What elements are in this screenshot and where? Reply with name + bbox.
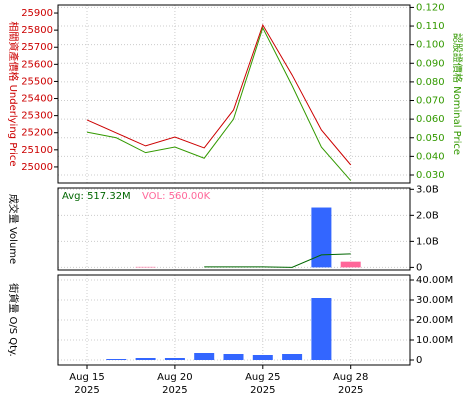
- x-tick-year: 2025: [250, 385, 275, 396]
- bar: [311, 207, 332, 268]
- x-tick-label: Aug 28: [333, 372, 368, 383]
- plot-frame: [57, 274, 411, 366]
- y-tick-label: 25000: [21, 162, 53, 173]
- y-tick-label: 0.070: [416, 96, 445, 107]
- y-tick-label: 25100: [21, 145, 53, 156]
- legend-avg: Avg: 517.32M: [62, 191, 131, 202]
- y-tick-label: 0.080: [416, 77, 445, 88]
- line: [86, 23, 352, 166]
- y-tick-label: 0: [416, 262, 422, 273]
- bar: [135, 358, 156, 360]
- x-tick-year: 2025: [338, 385, 363, 396]
- y-tick-label: 10.00M: [416, 335, 453, 346]
- bar: [106, 359, 127, 360]
- y-tick-label: 0: [416, 355, 422, 366]
- y-axis-label: 成交量 Volume: [7, 194, 20, 264]
- y-tick-label: 3.0B: [416, 184, 439, 195]
- y-tick-label: 25200: [21, 128, 53, 139]
- y-tick-label: 20.00M: [416, 315, 453, 326]
- y-tick-label: 0.120: [416, 2, 445, 13]
- x-tick-year: 2025: [162, 385, 187, 396]
- y-axis-label: 街貨量 O/S Qty.: [7, 283, 20, 356]
- y-tick-label: 25900: [21, 8, 53, 19]
- x-tick-label: Aug 25: [245, 372, 280, 383]
- bar: [311, 298, 332, 360]
- y-axis-label: 相關資產價格 Underlying Price: [7, 21, 20, 166]
- bar: [135, 266, 156, 268]
- bar: [164, 358, 185, 360]
- y-tick-label: 0.100: [416, 40, 445, 51]
- plot-frame: [57, 4, 411, 184]
- y-tick-label: 0.060: [416, 114, 445, 125]
- line: [204, 253, 351, 268]
- y-tick-label: 0.050: [416, 133, 445, 144]
- x-tick-label: Aug 20: [157, 372, 192, 383]
- y-tick-label: 0.030: [416, 170, 445, 181]
- plot-frame: [57, 187, 411, 271]
- bar: [223, 354, 244, 360]
- legend-vol: VOL: 560.00K: [142, 191, 211, 202]
- y-tick-label: 25500: [21, 76, 53, 87]
- y-tick-label: 25800: [21, 25, 53, 36]
- y-tick-label: 0.110: [416, 21, 445, 32]
- bar: [252, 355, 273, 360]
- y-tick-label: 0.090: [416, 58, 445, 69]
- y-tick-label: 25300: [21, 111, 53, 122]
- line: [86, 26, 352, 181]
- bar: [282, 354, 303, 360]
- x-tick-year: 2025: [74, 385, 99, 396]
- y-tick-label: 40.00M: [416, 275, 453, 286]
- x-tick-label: Aug 15: [69, 372, 104, 383]
- y-tick-label: 1.0B: [416, 236, 439, 247]
- bar: [340, 261, 361, 268]
- y2-axis-label: 認股證價格 Nominal Price: [451, 33, 464, 155]
- y-tick-label: 25600: [21, 59, 53, 70]
- bar: [194, 353, 215, 360]
- y-tick-label: 25400: [21, 94, 53, 105]
- y-tick-label: 25700: [21, 42, 53, 53]
- y-tick-label: 2.0B: [416, 210, 439, 221]
- y-tick-label: 0.040: [416, 151, 445, 162]
- y-tick-label: 30.00M: [416, 295, 453, 306]
